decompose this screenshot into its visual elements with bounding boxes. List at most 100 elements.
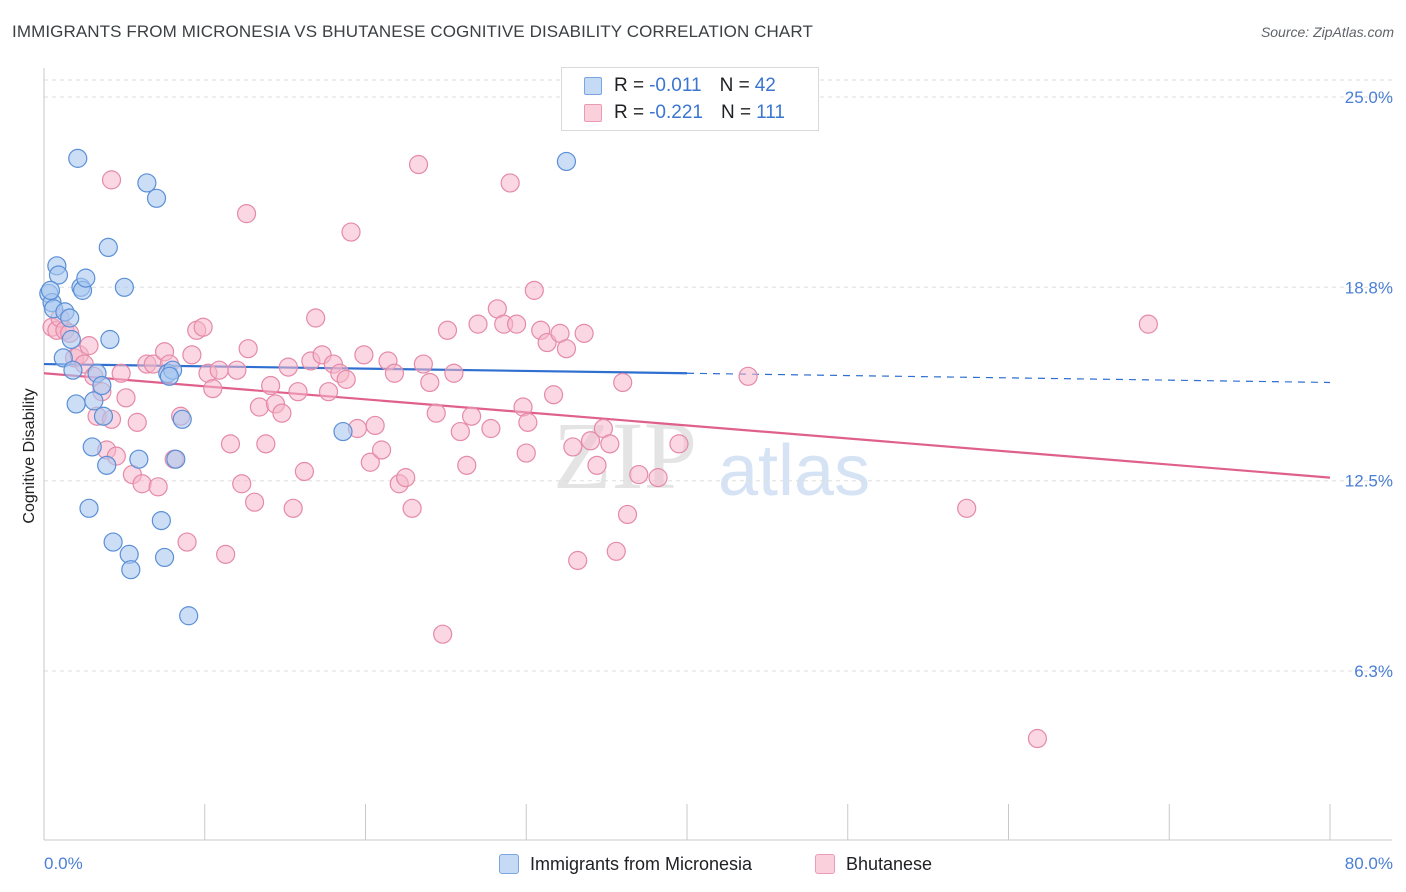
point-bhutanese [203,379,223,399]
legend-r-label: R = [614,102,645,123]
point-bhutanese [556,339,577,359]
point-bhutanese [306,308,326,328]
point-bhutanese [433,624,453,644]
point-bhutanese [629,464,649,485]
point-micronesia [98,237,118,258]
point-micronesia [333,421,353,442]
legend-n-value: 111 [756,102,785,123]
point-bhutanese [336,369,356,389]
point-bhutanese [507,314,527,334]
point-micronesia [92,375,112,396]
point-bhutanese [457,455,477,475]
point-micronesia [84,391,104,411]
point-bhutanese [261,375,281,396]
point-bhutanese [116,388,136,408]
x-tick-label-start: 0.0% [44,854,83,873]
y-axis-title: Cognitive Disability [21,388,38,523]
point-micronesia [179,606,199,626]
point-bhutanese [617,504,638,525]
point-micronesia [76,268,96,288]
trend-line-micronesia-extension [686,372,1331,384]
point-bhutanese [563,437,583,457]
point-bhutanese [127,412,147,432]
legend-swatch-bhutanese [584,104,602,122]
point-bhutanese [236,204,257,224]
point-bhutanese [232,474,252,494]
point-bhutanese [249,397,270,417]
point-bhutanese [341,222,361,242]
legend-row-micronesia: R = -0.011 N = 42 [584,74,776,98]
point-bhutanese [669,434,689,454]
bottom-legend-swatch-micronesia [499,854,519,874]
point-micronesia [63,360,83,380]
point-micronesia [151,510,171,531]
point-bhutanese [101,170,122,190]
chart-title: IMMIGRANTS FROM MICRONESIA VS BHUTANESE … [12,22,813,41]
bottom-legend-label-micronesia: Immigrants from Micronesia [530,853,753,874]
point-bhutanese [543,385,564,405]
legend-r-value: -0.221 [649,102,703,123]
point-bhutanese [738,366,758,386]
point-bhutanese [600,434,620,454]
point-micronesia [66,394,86,414]
point-bhutanese [132,474,152,494]
point-bhutanese [238,339,258,359]
point-bhutanese [148,477,168,497]
point-bhutanese [365,415,385,436]
point-bhutanese [220,434,241,454]
point-micronesia [68,148,88,168]
point-micronesia [82,437,102,457]
legend-swatch-micronesia [584,77,602,95]
point-bhutanese [437,320,458,340]
point-bhutanese [216,544,236,564]
point-micronesia [154,547,175,568]
point-micronesia [40,280,61,300]
axes [43,68,1392,841]
point-bhutanese [318,382,339,402]
point-micronesia [121,560,141,580]
bottom-legend-label-bhutanese: Bhutanese [846,853,933,874]
point-micronesia [103,532,123,552]
point-bhutanese [580,431,601,451]
legend-n-value: 42 [754,75,776,96]
point-micronesia [159,366,179,386]
point-bhutanese [613,372,633,393]
point-bhutanese [420,372,440,393]
legend-r-label: R = [614,75,645,96]
point-bhutanese [408,154,429,175]
trend-line-bhutanese [43,372,1331,479]
point-bhutanese [256,434,276,454]
point-bhutanese [468,314,488,334]
chart-source: Source: ZipAtlas.com [1260,24,1394,40]
legend-n-label: N = [720,102,752,123]
point-bhutanese [1138,314,1158,334]
legend-row-bhutanese: R = -0.221 N = 111 [584,101,785,125]
point-bhutanese [384,363,405,383]
point-micronesia [79,498,99,518]
point-micronesia [100,329,120,350]
point-bhutanese [568,550,588,571]
point-bhutanese [182,345,202,365]
point-bhutanese [193,317,213,337]
bottom-legend: Immigrants from Micronesia Bhutanese [0,852,1406,878]
point-bhutanese [574,323,594,343]
point-bhutanese [500,173,520,193]
point-bhutanese [371,440,392,460]
bottom-legend-bhutanese: Bhutanese [815,852,932,876]
point-bhutanese [444,363,464,383]
point-bhutanese [396,468,416,488]
point-bhutanese [516,443,536,463]
point-micronesia [129,449,149,469]
x-tick-label-end: 80.0% [1345,854,1393,873]
point-bhutanese [481,418,501,439]
point-bhutanese [360,452,380,472]
point-bhutanese [288,382,308,402]
point-bhutanese [518,412,538,432]
bottom-legend-swatch-bhutanese [815,854,835,874]
point-bhutanese [177,532,197,552]
point-bhutanese [111,363,131,383]
axis-labels: 6.3% 12.5% 18.8% 25.0% 0.0% 80.0% Cognitive Di… [21,88,1393,873]
point-bhutanese [283,498,303,518]
point-micronesia [114,277,134,297]
